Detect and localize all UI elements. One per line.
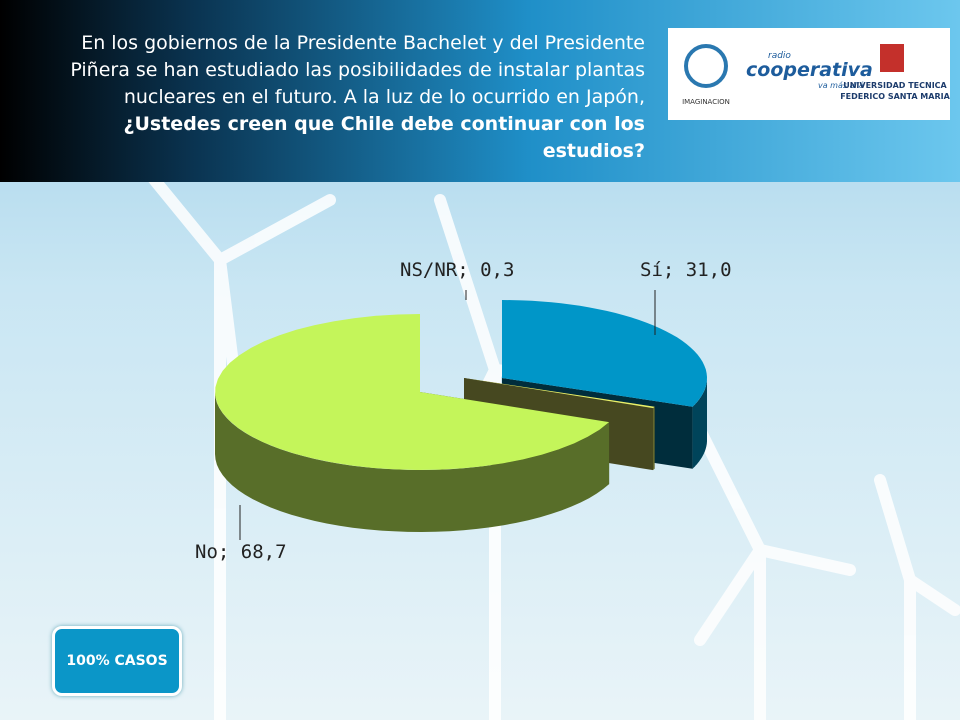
question: ¿Ustedes creen que Chile debe continuar … (123, 113, 645, 162)
logo-text: FEDERICO SANTA MARIA (840, 92, 950, 101)
logo-text: radio (768, 51, 791, 61)
logo-text: UNIVERSIDAD TECNICA (843, 81, 947, 90)
logo-text: cooperativa (746, 59, 873, 81)
badge: 100% CASOS (52, 626, 182, 696)
slice-wall (692, 378, 707, 469)
logo-text: IMAGINACION (682, 98, 730, 106)
slice (215, 314, 610, 532)
slice (502, 300, 707, 407)
slice (215, 314, 610, 470)
slice-wall (653, 406, 655, 471)
logo-strip: IMAGINACION radio cooperativa va más all… (682, 44, 951, 106)
slice-wall (215, 392, 610, 532)
header-text: En los gobiernos de la Presidente Bachel… (60, 30, 645, 165)
crest-icon (880, 44, 904, 72)
data-label: NS/NR; 0,3 (400, 259, 514, 281)
intro: En los gobiernos de la Presidente Bachel… (70, 32, 645, 108)
slice (464, 378, 655, 409)
data-label: No; 68,7 (195, 541, 287, 563)
logo-text: va más allá (818, 81, 864, 90)
data-label: Sí; 31,0 (640, 259, 732, 281)
header: En los gobiernos de la Presidente Bachel… (0, 0, 960, 182)
globe-icon (684, 44, 728, 88)
logos: IMAGINACION radio cooperativa va más all… (668, 28, 951, 120)
